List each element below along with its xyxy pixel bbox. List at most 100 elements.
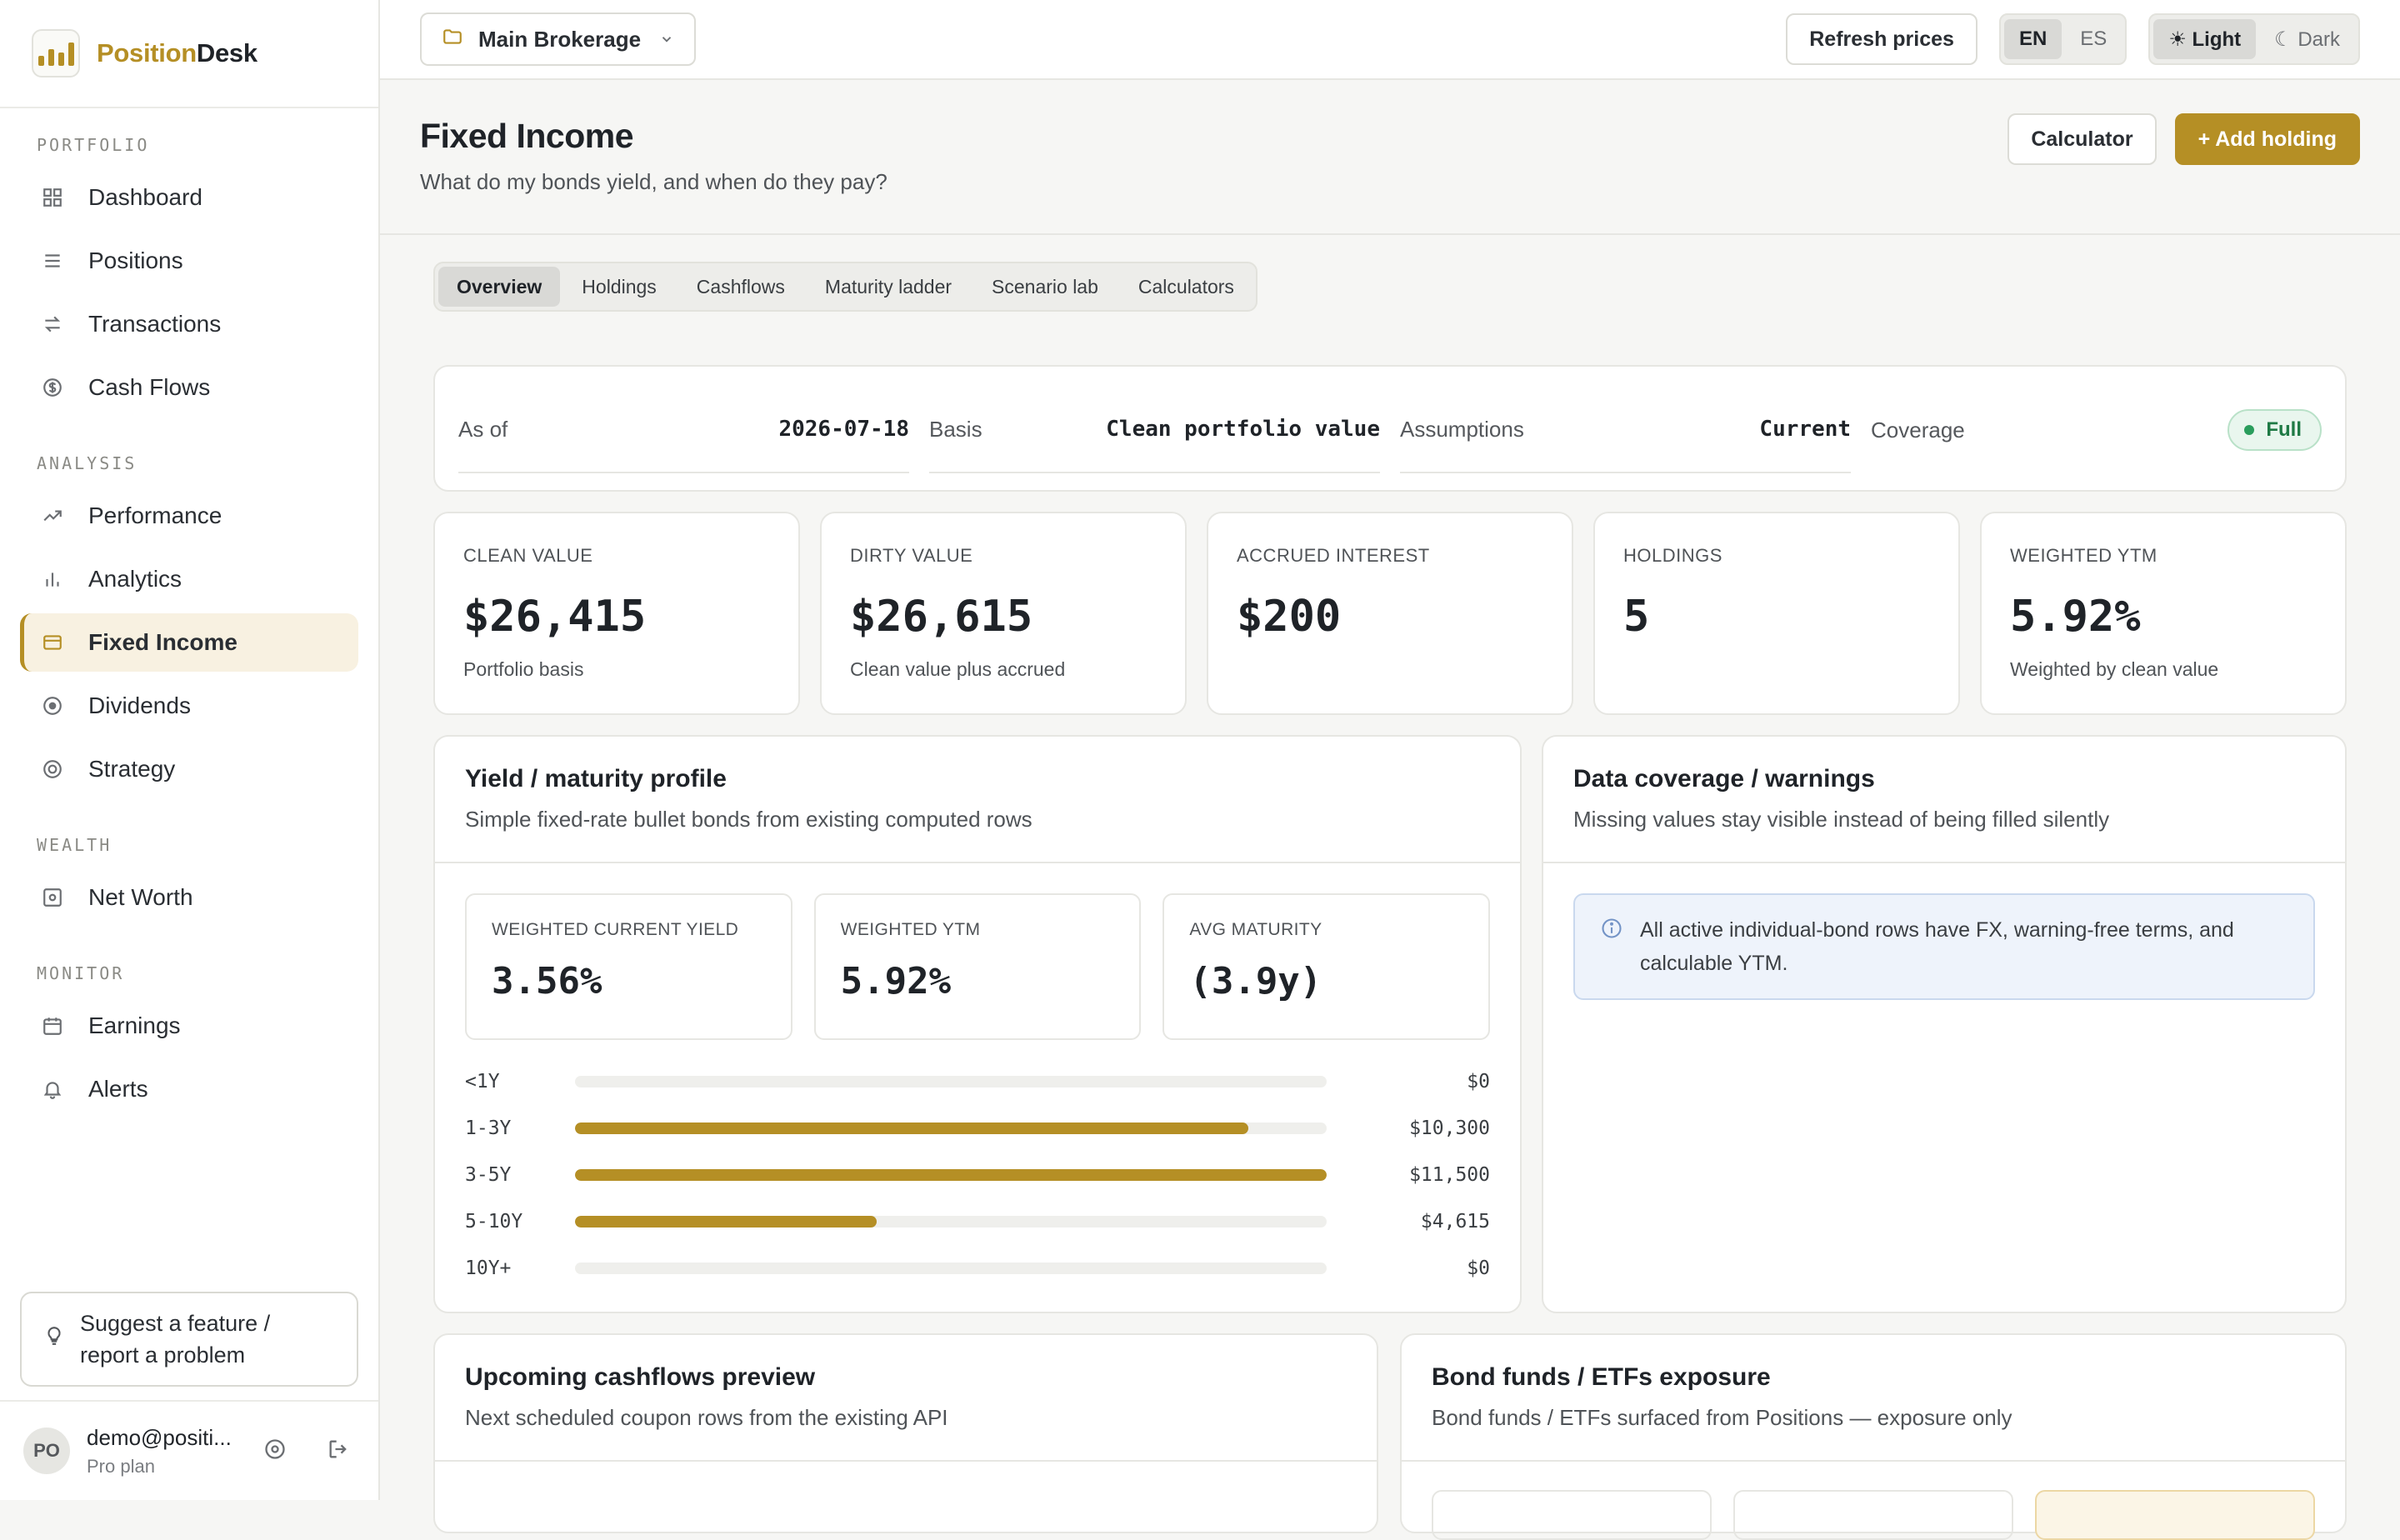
account-selector[interactable]: Main Brokerage (420, 12, 697, 66)
theme-option-light[interactable]: ☀ Light (2153, 19, 2257, 59)
circle-icon (42, 758, 63, 780)
stat-current-yield: WEIGHTED CURRENT YIELD 3.56% (465, 893, 792, 1040)
ladder-row: 1-3Y $10,300 (465, 1105, 1490, 1152)
sidebar-item-strategy[interactable]: Strategy (20, 740, 358, 798)
suggest-feature-label: Suggest a feature / report a problem (80, 1311, 271, 1368)
kpi-value: $200 (1237, 592, 1342, 642)
sidebar-item-positions[interactable]: Positions (20, 232, 358, 290)
arrows-icon (42, 313, 63, 335)
kpi-card-holdings: HOLDINGS 5 (1593, 512, 1960, 715)
coverage-badge: Full (2228, 409, 2322, 451)
sidebar-item-dividends[interactable]: Dividends (20, 677, 358, 735)
stat-weighted-ytm: WEIGHTED YTM 5.92% (813, 893, 1142, 1040)
ladder-track (575, 1122, 1327, 1134)
ladder-row: 5-10Y $4,615 (465, 1198, 1490, 1245)
as-of-field: As of 2026-07-18 (458, 387, 909, 473)
trend-icon (42, 505, 63, 527)
stat-value: 3.56% (492, 960, 602, 1002)
assumptions-field: Assumptions Current (1400, 387, 1851, 473)
sidebar-item-label: Performance (88, 502, 222, 528)
basis-value[interactable]: Clean portfolio value (1106, 417, 1380, 442)
ladder-value: $4,615 (1420, 1211, 1490, 1232)
language-toggle: EN ES (1998, 13, 2128, 65)
add-holding-button[interactable]: + Add holding (2174, 113, 2360, 165)
sidebar-item-label: Positions (88, 248, 183, 273)
sidebar-item-fixed-income[interactable]: Fixed Income (20, 613, 358, 672)
settings-icon (263, 1438, 287, 1465)
account-name: Main Brokerage (478, 26, 642, 52)
target-icon (42, 695, 63, 717)
sidebar-item-label: Fixed Income (88, 629, 238, 655)
ladder-bar (575, 1216, 877, 1228)
ladder-bucket: 10Y+ (465, 1258, 512, 1279)
theme-option-dark[interactable]: ☾ Dark (2274, 28, 2340, 51)
avatar[interactable]: PO (23, 1428, 70, 1474)
tab-overview[interactable]: Overview (438, 267, 561, 307)
user-meta: demo@positi... Pro plan (87, 1425, 237, 1478)
ladder-bar (575, 1122, 1249, 1134)
tab-list: Overview Holdings Cashflows Maturity lad… (433, 262, 1258, 312)
sidebar-item-transactions[interactable]: Transactions (20, 295, 358, 353)
suggest-feature-button[interactable]: Suggest a feature / report a problem (20, 1292, 358, 1387)
sidebar-item-analytics[interactable]: Analytics (20, 550, 358, 608)
nav-section-monitor: MONITOR Earnings Alerts (0, 963, 378, 1118)
sidebar-item-alerts[interactable]: Alerts (20, 1060, 358, 1118)
chevron-down-icon (659, 27, 674, 52)
ladder-bucket: 3-5Y (465, 1164, 512, 1186)
sidebar-item-dashboard[interactable]: Dashboard (20, 168, 358, 227)
tab-cashflows[interactable]: Cashflows (696, 275, 785, 298)
theme-toggle: ☀ Light ☾ Dark (2148, 13, 2360, 65)
ladder-row: 3-5Y $11,500 (465, 1152, 1490, 1198)
as-of-value[interactable]: 2026-07-18 (778, 417, 909, 442)
assumptions-value[interactable]: Current (1759, 417, 1851, 442)
sidebar-item-label: Earnings (88, 1012, 181, 1038)
kpi-value: 5.92% (2010, 592, 2141, 642)
stat-value: (3.9y) (1189, 960, 1322, 1002)
stat-value: 5.92% (840, 960, 952, 1002)
lightbulb-icon (43, 1323, 65, 1355)
tab-calculators[interactable]: Calculators (1138, 275, 1234, 298)
list-icon (42, 250, 63, 272)
brand[interactable]: PositionDesk (0, 0, 378, 108)
ladder-bucket: <1Y (465, 1071, 500, 1092)
kpi-card-accrued-interest: ACCRUED INTEREST $200 (1207, 512, 1573, 715)
settings-button[interactable] (258, 1434, 292, 1468)
brand-name-rest: Desk (196, 38, 258, 68)
sidebar-item-label: Net Worth (88, 884, 193, 910)
ladder-track (575, 1216, 1327, 1228)
sidebar-item-cash-flows[interactable]: Cash Flows (20, 358, 358, 417)
coverage-value: Full (2266, 418, 2302, 441)
sidebar-item-performance[interactable]: Performance (20, 487, 358, 545)
tab-scenario-lab[interactable]: Scenario lab (992, 275, 1098, 298)
tab-holdings[interactable]: Holdings (582, 275, 657, 298)
refresh-prices-button[interactable]: Refresh prices (1786, 13, 1978, 65)
assumptions-label: Assumptions (1400, 416, 1524, 442)
nav-section-wealth: WEALTH Net Worth (0, 835, 378, 927)
as-of-label: As of (458, 416, 508, 442)
lang-option-es[interactable]: ES (2080, 28, 2108, 50)
kpi-label: HOLDINGS (1623, 545, 1722, 566)
sidebar-item-net-worth[interactable]: Net Worth (20, 868, 358, 927)
basis-field: Basis Clean portfolio value (929, 387, 1380, 473)
ladder-value: $0 (1467, 1258, 1490, 1279)
brand-name-accent: Position (97, 38, 197, 68)
panel-header: Bond funds / ETFs exposure Bond funds / … (1402, 1335, 2345, 1462)
etf-card (1733, 1490, 2013, 1540)
bell-icon (42, 1078, 63, 1100)
panel-subtitle: Missing values stay visible instead of b… (1573, 807, 2110, 832)
logout-button[interactable] (322, 1434, 355, 1468)
lang-option-en[interactable]: EN (2003, 19, 2062, 59)
info-icon (1600, 917, 1623, 940)
calculator-button[interactable]: Calculator (2008, 113, 2157, 165)
brand-name: PositionDesk (97, 38, 258, 68)
sidebar-item-earnings[interactable]: Earnings (20, 997, 358, 1055)
basis-label: Basis (929, 416, 982, 442)
kpi-card-weighted-ytm: WEIGHTED YTM 5.92% Weighted by clean val… (1980, 512, 2347, 715)
nav-section-portfolio: PORTFOLIO Dashboard Positions Transactio… (0, 135, 378, 417)
tab-maturity-ladder[interactable]: Maturity ladder (824, 275, 952, 298)
kpi-value: 5 (1623, 592, 1650, 642)
panel-header: Data coverage / warnings Missing values … (1543, 737, 2345, 863)
coverage-label: Coverage (1871, 417, 1965, 442)
kpi-sub: Clean value plus accrued (850, 658, 1066, 680)
kpi-value: $26,615 (850, 592, 1033, 642)
